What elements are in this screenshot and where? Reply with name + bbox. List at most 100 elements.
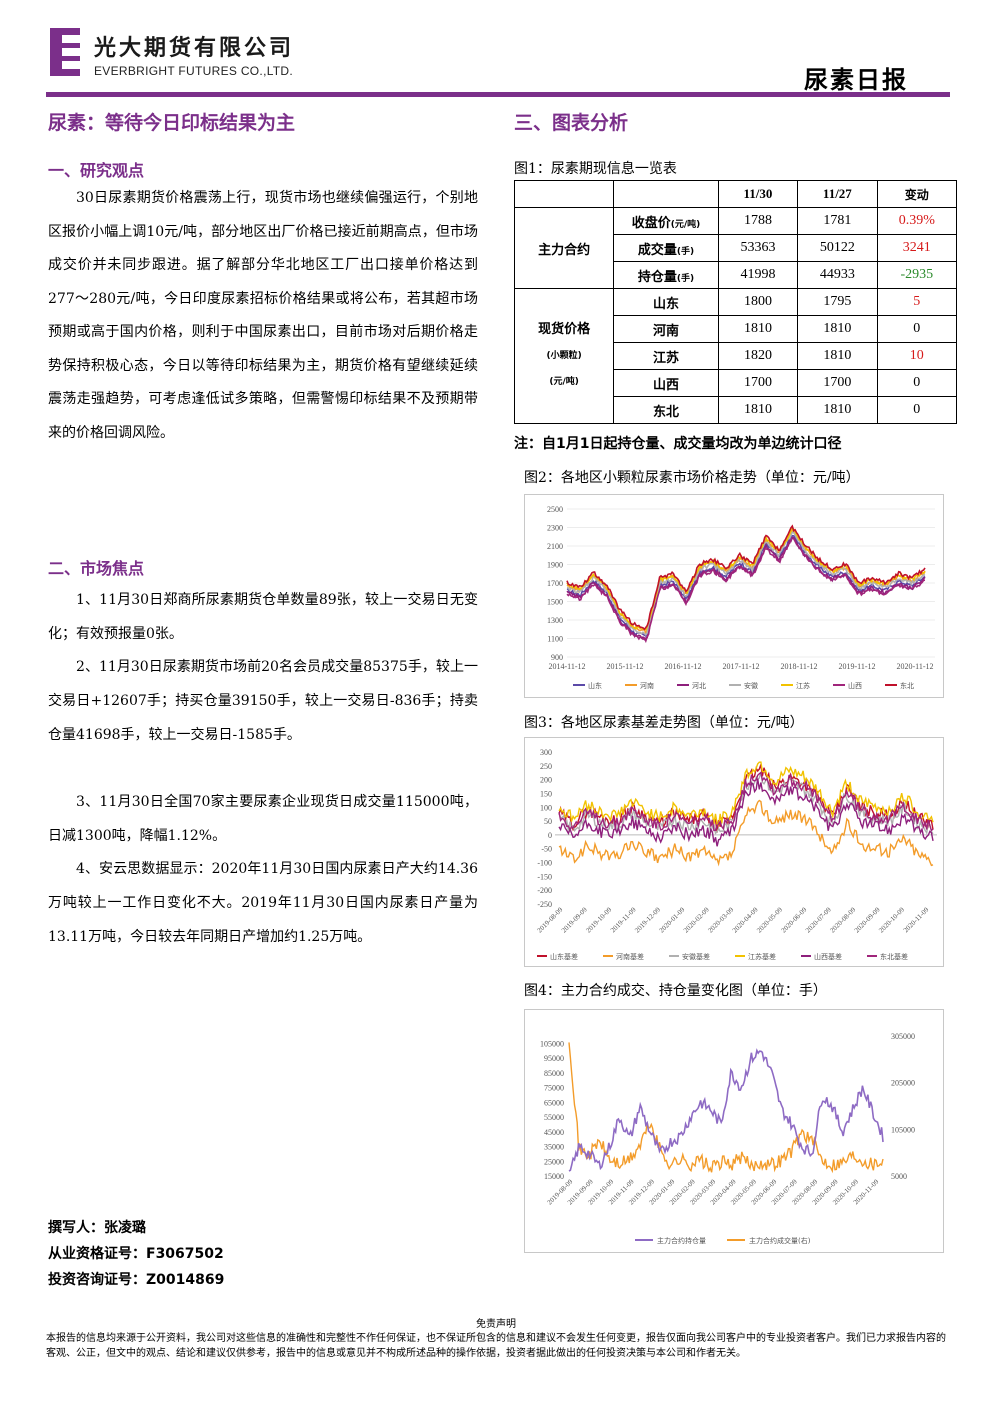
y-tick-label: 150 [540,789,552,798]
series-line [566,536,926,644]
table-row: 山西 1700 1700 0 [515,369,958,397]
y-right-tick-label: 5000 [891,1172,907,1181]
spot-1127: 1810 [797,315,878,343]
series-line-oi [568,1048,884,1172]
y-tick-label: 900 [551,653,563,662]
y-tick-label: 1700 [547,579,563,588]
spot-1127: 1700 [797,369,878,397]
chart-volume-oi-svg: 105000 95000 85000 75000 65000 55000 45000 3500… [540,1032,915,1245]
legend-label: 主力合约成交量(右) [749,1236,811,1245]
spot-1130: 1820 [717,342,799,370]
row-label-close: 收盘价(元/吨) [613,207,719,235]
table-corner-2 [613,180,719,208]
oi-1130: 41998 [717,261,799,289]
author-block: 撰写人：张凌璐 从业资格证号：F3067502 投资咨询证号：Z0014869 [48,1215,224,1293]
legend-label: 河南基差 [616,952,644,961]
spot-region: 东北 [613,396,719,424]
table-note: 注：自1月1日起持仓量、成交量均改为单边统计口径 [514,436,842,452]
spot-region: 河南 [613,315,719,343]
legend-label: 山西基差 [814,952,842,961]
spot-1130: 1810 [717,396,799,424]
y-right-tick-label: 305000 [891,1032,915,1041]
close-1127: 1781 [797,207,878,235]
legend-label: 安徽 [744,681,758,690]
oi-change: -2935 [876,261,958,289]
spot-1130: 1810 [717,315,799,343]
spot-change: 0 [876,369,958,397]
y-tick-label: -50 [541,845,552,854]
legend-label: 东北基差 [880,952,908,961]
spot-1127: 1795 [797,288,878,316]
group-main-contract: 主力合约 [513,207,615,289]
figure1-caption: 图1：尿素期现信息一览表 [514,161,677,177]
report-title: 尿素日报 [804,66,908,94]
legend-label: 江苏基差 [748,952,776,961]
figure4-caption: 图4：主力合约成交、持仓量变化图（单位：手） [524,983,827,999]
y-tick-label: -100 [537,859,552,868]
table-row: 现货价格 (小颗粒) (元/吨) 山东 1800 1795 5 [513,288,958,424]
col-header-1130: 11/30 [717,180,799,208]
row-label-oi: 持仓量(手) [613,261,719,289]
figure3-caption: 图3：各地区尿素基差走势图（单位：元/吨） [524,715,804,731]
consult-number: 投资咨询证号：Z0014869 [48,1272,225,1288]
y-tick-label: 1500 [547,598,563,607]
y-left-tick-label: 85000 [544,1069,564,1078]
x-tick-label: 2020-11-12 [896,662,933,671]
company-name-en: EVERBRIGHT FUTURES CO.,LTD. [94,64,294,78]
table-row: 主力合约 收盘价(元/吨) 1788 1781 0.39% [513,207,958,289]
spot-1130: 1700 [717,369,799,397]
volume-change: 3241 [876,234,958,262]
research-view-paragraph: 30日尿素期货价格震荡上行，现货市场也继续偏强运行，个别地区报价小幅上调10元/… [48,190,478,441]
spot-change: 0 [876,396,958,424]
x-tick-label: 2019-11-12 [838,662,875,671]
x-tick-label: 2016-11-12 [664,662,701,671]
y-left-tick-label: 95000 [544,1054,564,1063]
y-tick-label: 2300 [547,524,563,533]
focus-item-3: 3、11月30日全国70家主要尿素企业现货日成交量115000吨，日减1300吨… [48,794,478,844]
close-change: 0.39% [876,207,958,235]
legend-label: 江苏 [796,681,810,690]
table-row: 持仓量(手) 41998 44933 -2935 [515,261,958,289]
focus-item-1: 1、11月30日郑商所尿素期货仓单数量89张，较上一交易日无变化；有效预报量0张… [48,592,478,642]
col-header-1127: 11/27 [797,180,878,208]
y-tick-label: 2500 [547,505,563,514]
section-heading-focus: 二、市场焦点 [48,559,145,578]
series-line [558,778,934,847]
y-tick-label: 1100 [547,635,563,644]
figure2-caption: 图2：各地区小颗粒尿素市场价格走势（单位：元/吨） [524,470,860,486]
oi-1127: 44933 [797,261,878,289]
company-name-cn: 光大期货有限公司 [94,36,295,61]
y-left-tick-label: 65000 [544,1098,564,1107]
series-line [566,531,926,637]
row-label-volume: 成交量(手) [613,234,719,262]
legend-label: 主力合约持仓量 [657,1236,706,1245]
x-tick-label: 2017-11-12 [722,662,759,671]
chart-volume-oi: 105000 95000 85000 75000 65000 55000 45000 3500… [524,1009,944,1253]
close-1130: 1788 [717,207,799,235]
spot-1127: 1810 [797,396,878,424]
y-tick-label: 250 [540,762,552,771]
author-name: 撰写人：张凌璐 [48,1220,146,1236]
series-line [558,761,934,827]
futures-spot-table: 11/30 11/27 变动 主力合约 收盘价(元/吨) 1788 1781 0… [513,180,958,424]
table-row: 东北 1810 1810 0 [515,396,958,424]
y-tick-label: 1900 [547,561,563,570]
y-left-tick-label: 75000 [544,1084,564,1093]
page-header: 光大期货有限公司 EVERBRIGHT FUTURES CO.,LTD. 尿素日… [0,0,992,100]
y-tick-label: 300 [540,748,552,757]
y-left-tick-label: 25000 [544,1157,564,1166]
spot-change: 5 [876,288,958,316]
legend-label: 河北 [692,682,706,690]
series-line-volume [568,1042,884,1174]
x-tick-label: 2018-11-12 [780,662,817,671]
series-line [558,764,934,833]
y-tick-label: 100 [540,803,552,812]
chart-basis-svg: 300250200150100500-50-100-150-200-250201… [536,748,937,961]
disclaimer-text: 本报告的信息均来源于公开资料，我公司对这些信息的准确性和完整性不作任何保证，也不… [46,1333,946,1359]
table-row: 河南 1810 1810 0 [515,315,958,343]
company-logo-icon [50,28,80,76]
spot-region: 山西 [613,369,719,397]
y-left-tick-label: 55000 [544,1113,564,1122]
col-header-change: 变动 [876,180,958,208]
group-spot-price: 现货价格 (小颗粒) (元/吨) [513,288,615,424]
